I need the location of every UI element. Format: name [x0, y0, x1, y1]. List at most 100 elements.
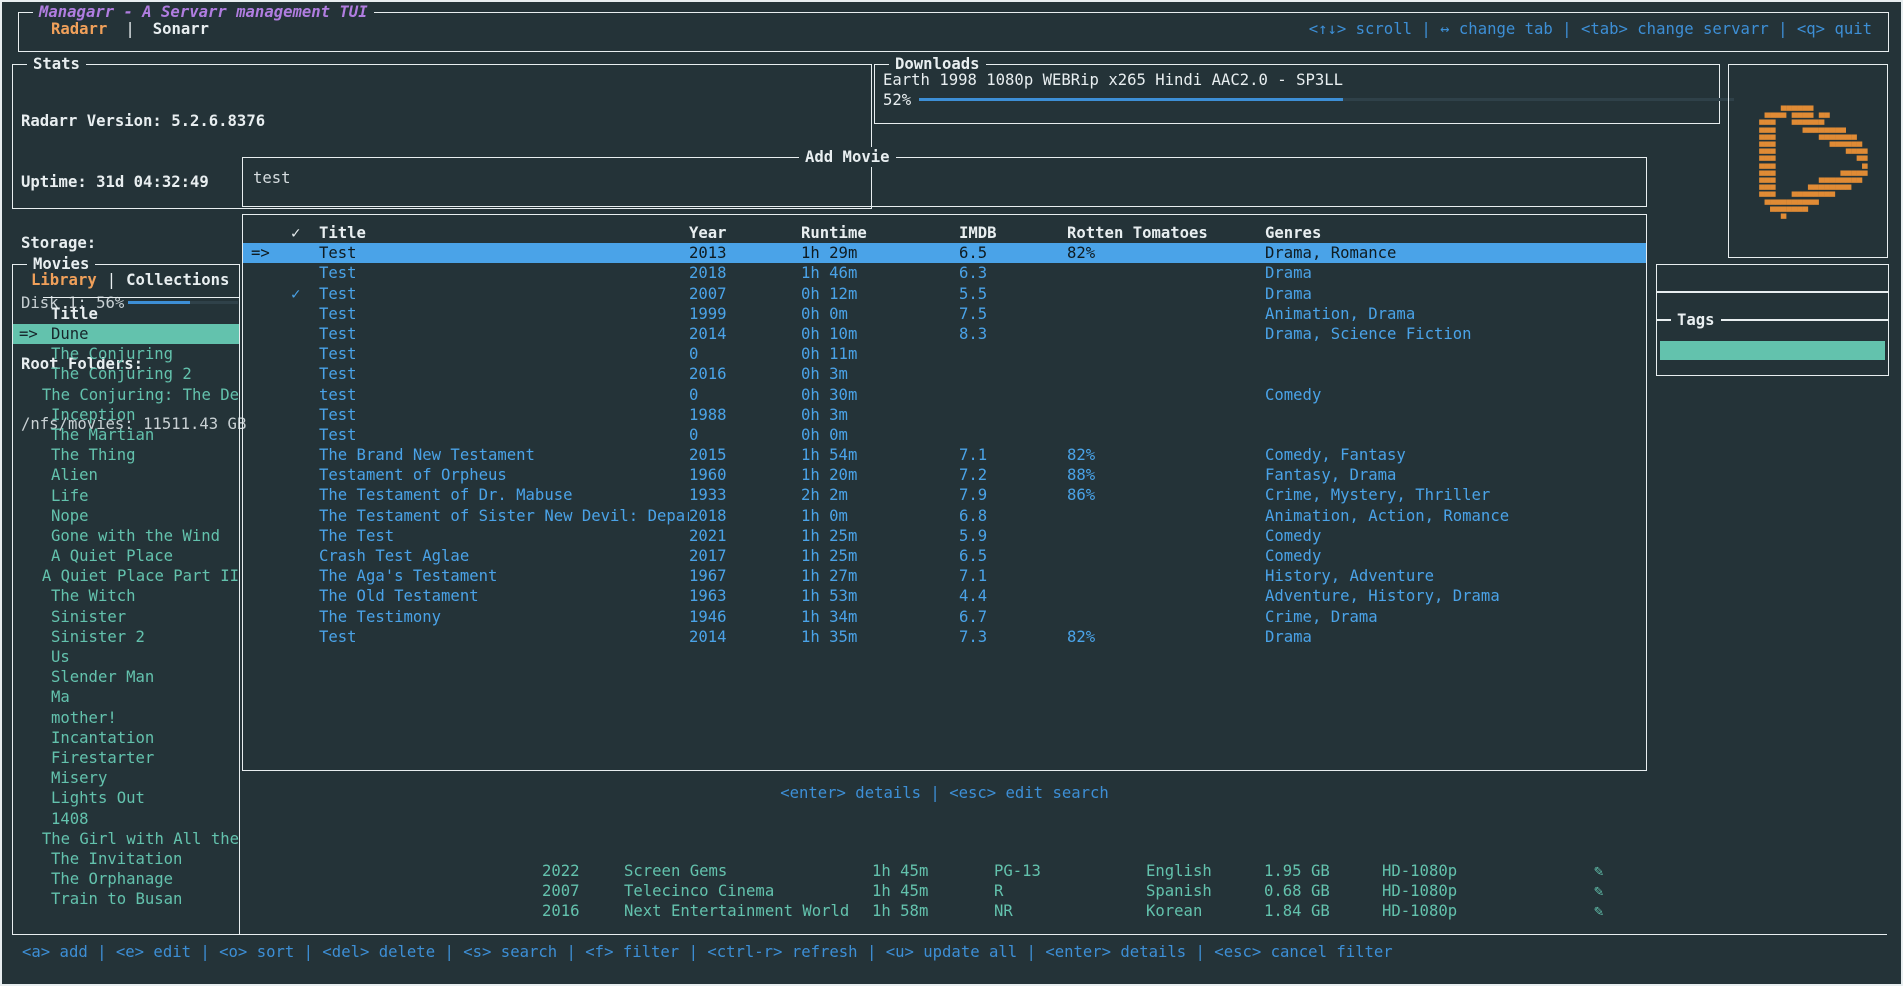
list-item-label: The Girl with All the	[41, 829, 239, 848]
root-folder-free: 11511.43 GB	[143, 415, 247, 434]
row-checkbox	[291, 627, 319, 647]
list-item[interactable]: Nope	[13, 506, 239, 526]
table-row[interactable]: Test 2018 1h 46m 6.3 Drama	[243, 263, 1646, 283]
list-item-label: The Martian	[51, 425, 155, 444]
list-item[interactable]: The Conjuring: The De	[13, 385, 239, 405]
table-row[interactable]: The Test 2021 1h 25m 5.9 Comedy	[243, 526, 1646, 546]
list-item[interactable]: Misery	[13, 768, 239, 788]
list-item[interactable]: Slender Man	[13, 667, 239, 687]
list-item[interactable]: The Thing	[13, 445, 239, 465]
table-row[interactable]: The Old Testament 1963 1h 53m 4.4 Adventure,…	[243, 586, 1646, 606]
list-item[interactable]: mother!	[13, 708, 239, 728]
uptime-line: Uptime: 31d 04:32:49	[21, 172, 265, 192]
list-item[interactable]: Firestarter	[13, 748, 239, 768]
list-item-label: Dune	[51, 325, 89, 343]
row-genres: Drama	[1265, 284, 1312, 303]
add-movie-search-panel[interactable]: Add Movie test	[242, 147, 1647, 207]
table-row[interactable]: Test 0 0h 0m	[243, 425, 1646, 445]
table-row[interactable]: The Aga's Testament 1967 1h 27m 7.1 History,…	[243, 566, 1646, 586]
row-checkbox	[291, 243, 319, 263]
list-item[interactable]: Gone with the Wind	[13, 526, 239, 546]
list-item[interactable]: Lights Out	[13, 788, 239, 808]
table-row[interactable]: Test 2016 0h 3m	[243, 364, 1646, 384]
list-item-label: Firestarter	[51, 748, 155, 767]
table-row[interactable]: The Brand New Testament 2015 1h 54m 7.1 82% C…	[243, 445, 1646, 465]
row-runtime: 1h 29m	[801, 244, 858, 263]
stats-title: Stats	[27, 54, 86, 74]
row-rotten-tomatoes	[1067, 546, 1265, 566]
row-genres: Comedy	[1265, 526, 1322, 545]
list-item[interactable]: The Martian	[13, 425, 239, 445]
row-checkbox	[291, 344, 319, 364]
tag-chip[interactable]	[1660, 341, 1885, 360]
list-item[interactable]: The Conjuring 2	[13, 364, 239, 384]
detail-runtime: 1h 45m	[872, 882, 929, 901]
table-row[interactable]: Test 1988 0h 3m	[243, 405, 1646, 425]
list-item[interactable]: Sinister	[13, 607, 239, 627]
list-item[interactable]: Life	[13, 486, 239, 506]
add-movie-results-panel[interactable]: ✓ Title Year Runtime IMDB Rotten Tomatoe…	[242, 214, 1647, 771]
list-item[interactable]: The Invitation	[13, 849, 239, 869]
add-movie-search-input[interactable]: test	[253, 169, 291, 187]
row-imdb	[959, 385, 1067, 405]
list-item[interactable]: Us	[13, 647, 239, 667]
table-row[interactable]: The Testament of Dr. Mabuse 1933 2h 2m 7.9 8…	[243, 485, 1646, 505]
row-imdb	[959, 364, 1067, 384]
table-row[interactable]: Test 1999 0h 0m 7.5 Animation, Drama	[243, 304, 1646, 324]
row-checkbox	[291, 405, 319, 425]
detail-year: 2022	[542, 862, 580, 880]
download-progress-row: 52%	[883, 90, 1735, 110]
list-item[interactable]: A Quiet Place	[13, 546, 239, 566]
row-year: 2016	[689, 365, 727, 384]
table-row[interactable]: Crash Test Aglae 2017 1h 25m 6.5 Comedy	[243, 546, 1646, 566]
row-year: 1946	[689, 607, 727, 626]
table-row[interactable]: The Testimony 1946 1h 34m 6.7 Crime, Drama	[243, 607, 1646, 627]
list-item[interactable]: The Witch	[13, 586, 239, 606]
list-item[interactable]: Train to Busan	[13, 889, 239, 909]
table-row[interactable]: The Testament of Sister New Devil: Depar…	[243, 506, 1646, 526]
list-item[interactable]: Ma	[13, 687, 239, 707]
library-detail-row[interactable]: 2007 Telecinco Cinema 1h 45m R Spanish 0.68 G…	[542, 881, 1702, 901]
movies-divider	[43, 297, 239, 298]
table-row[interactable]: ✓ Test 2007 0h 12m 5.5 Drama	[243, 284, 1646, 304]
row-checkbox	[291, 485, 319, 505]
table-row[interactable]: Testament of Orpheus 1960 1h 20m 7.2 88% Fant…	[243, 465, 1646, 485]
row-title: Test	[319, 264, 357, 283]
list-item[interactable]: The Orphanage	[13, 869, 239, 889]
tab-radarr[interactable]: Radarr	[51, 20, 108, 38]
storage-label: Storage:	[21, 233, 97, 252]
list-item[interactable]: 1408	[13, 809, 239, 829]
row-year: 0	[689, 385, 699, 404]
table-row[interactable]: => Test 2013 1h 29m 6.5 82% Drama, Romance	[243, 243, 1646, 264]
list-item[interactable]: The Girl with All the	[13, 829, 239, 849]
table-row[interactable]: Test 2014 0h 10m 8.3 Drama, Science Fiction	[243, 324, 1646, 344]
list-item[interactable]: The Conjuring	[13, 344, 239, 364]
detail-size: 1.95 GB	[1264, 862, 1330, 880]
list-item[interactable]: => Dune	[13, 324, 239, 345]
row-rotten-tomatoes	[1067, 364, 1265, 384]
list-item[interactable]: Incantation	[13, 728, 239, 748]
table-row[interactable]: test 0 0h 30m Comedy	[243, 385, 1646, 405]
library-detail-row[interactable]: 2016 Next Entertainment World 1h 58m NR Kore…	[542, 901, 1702, 921]
list-item-marker	[13, 566, 42, 586]
list-item[interactable]: A Quiet Place Part II	[13, 566, 239, 586]
library-detail-row[interactable]: 2022 Screen Gems 1h 45m PG-13 English 1.95 GB…	[542, 861, 1702, 881]
version-line: Radarr Version: 5.2.6.8376	[21, 111, 265, 131]
tab-sonarr[interactable]: Sonarr	[152, 20, 210, 38]
list-item[interactable]: Alien	[13, 465, 239, 485]
row-title: The Aga's Testament	[319, 567, 498, 586]
row-title: The Test	[319, 526, 395, 545]
tab-collections[interactable]: Collections	[126, 271, 230, 289]
movies-list[interactable]: => Dune The Conjuring The Conjuring 2 The Co…	[13, 324, 239, 909]
list-item[interactable]: Inception	[13, 405, 239, 425]
row-title: Test	[319, 284, 357, 303]
tab-library[interactable]: Library	[31, 271, 97, 289]
detail-size: 0.68 GB	[1264, 882, 1330, 901]
table-row[interactable]: Test 2014 1h 35m 7.3 82% Drama	[243, 627, 1646, 647]
list-item[interactable]: Sinister 2	[13, 627, 239, 647]
movies-panel[interactable]: Movies Library | Collections Title => Dun…	[12, 254, 240, 935]
list-item-marker	[13, 425, 51, 445]
table-row[interactable]: Test 0 0h 11m	[243, 344, 1646, 364]
list-item-label: The Witch	[51, 587, 136, 606]
row-title: Test	[319, 244, 357, 263]
